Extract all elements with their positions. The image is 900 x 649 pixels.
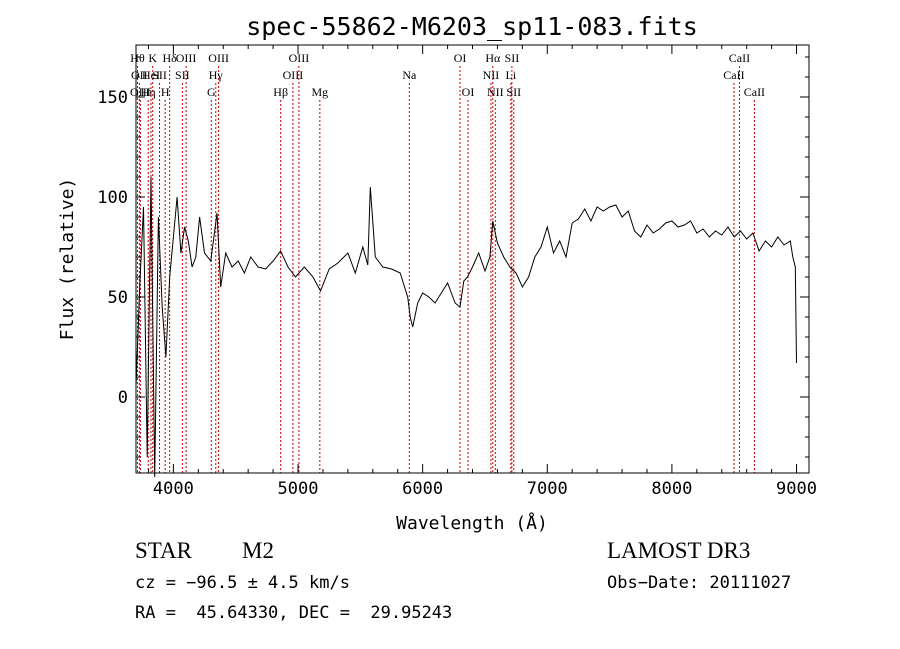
line-marker-label: OIII (176, 51, 197, 65)
line-marker-label: SII (152, 68, 167, 82)
line-marker-label: SII (175, 68, 190, 82)
line-marker-label: SII (506, 85, 521, 99)
line-marker-label: Hα (485, 51, 501, 65)
object-subclass: M2 (242, 538, 274, 563)
line-marker-label: Hη (141, 85, 156, 99)
x-tick-label: 6000 (402, 479, 443, 499)
line-marker-label: OIII (283, 68, 304, 82)
line-marker-label: OII (131, 68, 148, 82)
line-marker-label: NII (483, 68, 500, 82)
y-tick-label: 0 (118, 388, 128, 408)
x-axis: 4000 5000 6000 7000 8000 9000 (147, 45, 817, 499)
y-tick-label: 50 (108, 288, 128, 308)
line-markers (136, 66, 755, 473)
line-marker-label: CaII (729, 51, 750, 65)
line-marker-label: Hβ (273, 85, 288, 99)
y-tick-label: 150 (97, 88, 128, 108)
line-marker-label: OIII (130, 85, 151, 99)
x-tick-label: 9000 (776, 479, 817, 499)
line-marker-label: Li (506, 68, 517, 82)
line-marker-label: OIII (289, 51, 310, 65)
plot-frame (135, 44, 810, 474)
line-marker-label: Hγ (209, 68, 224, 82)
line-marker-label: G (207, 85, 216, 99)
y-axis-label: Flux (relative) (57, 178, 78, 341)
coordinates: RA = 45.64330, DEC = 29.95243 (135, 603, 453, 623)
object-class: STAR (135, 538, 192, 563)
line-marker-label: Mg (311, 85, 328, 99)
y-tick-label: 100 (97, 188, 128, 208)
x-axis-label: Wavelength (Å) (396, 512, 548, 534)
line-marker-label: HeI (142, 68, 160, 82)
line-marker-label: CaII (723, 68, 744, 82)
line-marker-label: NII (487, 85, 504, 99)
line-marker-label: OIII (208, 51, 229, 65)
x-tick-label: 4000 (153, 479, 194, 499)
survey-name: LAMOST DR3 (607, 538, 751, 563)
spectrum-line (135, 176, 797, 478)
line-marker-label: K (148, 51, 157, 65)
line-marker-label: OI (454, 51, 467, 65)
line-marker-label: OI (462, 85, 475, 99)
line-marker-label: CaII (744, 85, 765, 99)
line-marker-labels: HθOIIOIIIHηHeIKSIIHHδSIIOIIIGHγOIIIHβOII… (130, 51, 765, 99)
x-tick-label: 5000 (278, 479, 319, 499)
line-marker-label: H (161, 85, 170, 99)
x-tick-label: 8000 (651, 479, 692, 499)
chart-title: spec-55862-M6203_sp11-083.fits (246, 12, 698, 41)
line-marker-label: Na (402, 68, 417, 82)
observation-date: Obs−Date: 20111027 (607, 573, 792, 593)
x-tick-label: 7000 (527, 479, 568, 499)
line-marker-label: SII (505, 51, 520, 65)
y-axis: 0 50 100 150 (97, 56, 809, 458)
redshift-velocity: cz = −96.5 ± 4.5 km/s (135, 573, 350, 593)
line-marker-label: Hθ (130, 51, 145, 65)
line-marker-label: Hδ (162, 51, 177, 65)
